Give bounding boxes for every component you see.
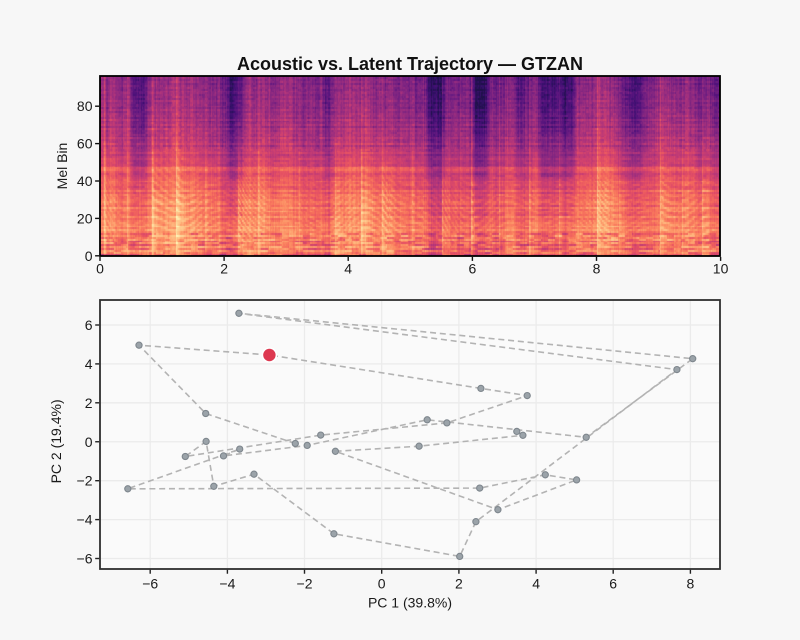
svg-text:8: 8 [687, 576, 695, 592]
svg-text:−6: −6 [77, 551, 93, 567]
svg-text:−4: −4 [77, 512, 93, 528]
svg-text:PC 1 (39.8%): PC 1 (39.8%) [368, 595, 452, 611]
svg-text:−2: −2 [297, 576, 313, 592]
svg-text:60: 60 [77, 136, 93, 152]
svg-text:2: 2 [85, 395, 93, 411]
svg-text:4: 4 [344, 261, 352, 277]
svg-text:2: 2 [455, 576, 463, 592]
svg-text:6: 6 [609, 576, 617, 592]
svg-text:0: 0 [378, 576, 386, 592]
svg-text:0: 0 [96, 261, 104, 277]
svg-text:80: 80 [77, 98, 93, 114]
svg-text:4: 4 [85, 356, 93, 372]
svg-text:Mel Bin: Mel Bin [54, 143, 70, 190]
svg-text:10: 10 [713, 261, 729, 277]
svg-text:4: 4 [532, 576, 540, 592]
svg-text:0: 0 [85, 434, 93, 450]
svg-text:0: 0 [85, 248, 93, 264]
svg-text:Acoustic vs. Latent Trajectory: Acoustic vs. Latent Trajectory — GTZAN [237, 54, 583, 74]
svg-text:6: 6 [85, 317, 93, 333]
svg-text:−2: −2 [77, 473, 93, 489]
svg-text:2: 2 [220, 261, 228, 277]
svg-text:8: 8 [593, 261, 601, 277]
svg-text:PC 2 (19.4%): PC 2 (19.4%) [48, 399, 64, 483]
svg-text:−6: −6 [142, 576, 158, 592]
svg-text:−4: −4 [219, 576, 235, 592]
svg-text:40: 40 [77, 173, 93, 189]
svg-text:6: 6 [469, 261, 477, 277]
svg-text:20: 20 [77, 210, 93, 226]
